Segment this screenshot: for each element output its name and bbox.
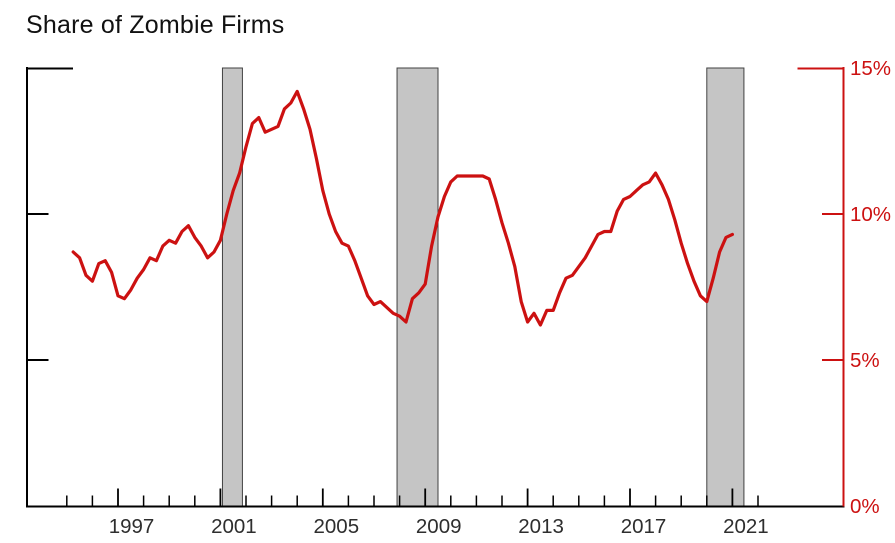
x-tick-label: 2009	[416, 515, 462, 538]
x-tick-label: 2005	[313, 515, 359, 538]
recession-band	[706, 67, 745, 507]
y-tick-label: 15%	[850, 57, 891, 80]
recession-band	[396, 67, 439, 507]
chart-title: Share of Zombie Firms	[26, 11, 285, 39]
series-line	[71, 89, 735, 327]
recession-band	[221, 67, 243, 507]
y-tick-label: 5%	[850, 349, 880, 372]
x-tick-label: 2013	[518, 515, 564, 538]
x-tick-label: 1997	[109, 515, 155, 538]
x-tick-label: 2001	[211, 515, 257, 538]
x-tick-label: 2017	[621, 515, 667, 538]
y-tick-label: 10%	[850, 203, 891, 226]
y-tick-label: 0%	[850, 495, 880, 518]
x-tick-label: 2021	[723, 515, 769, 538]
